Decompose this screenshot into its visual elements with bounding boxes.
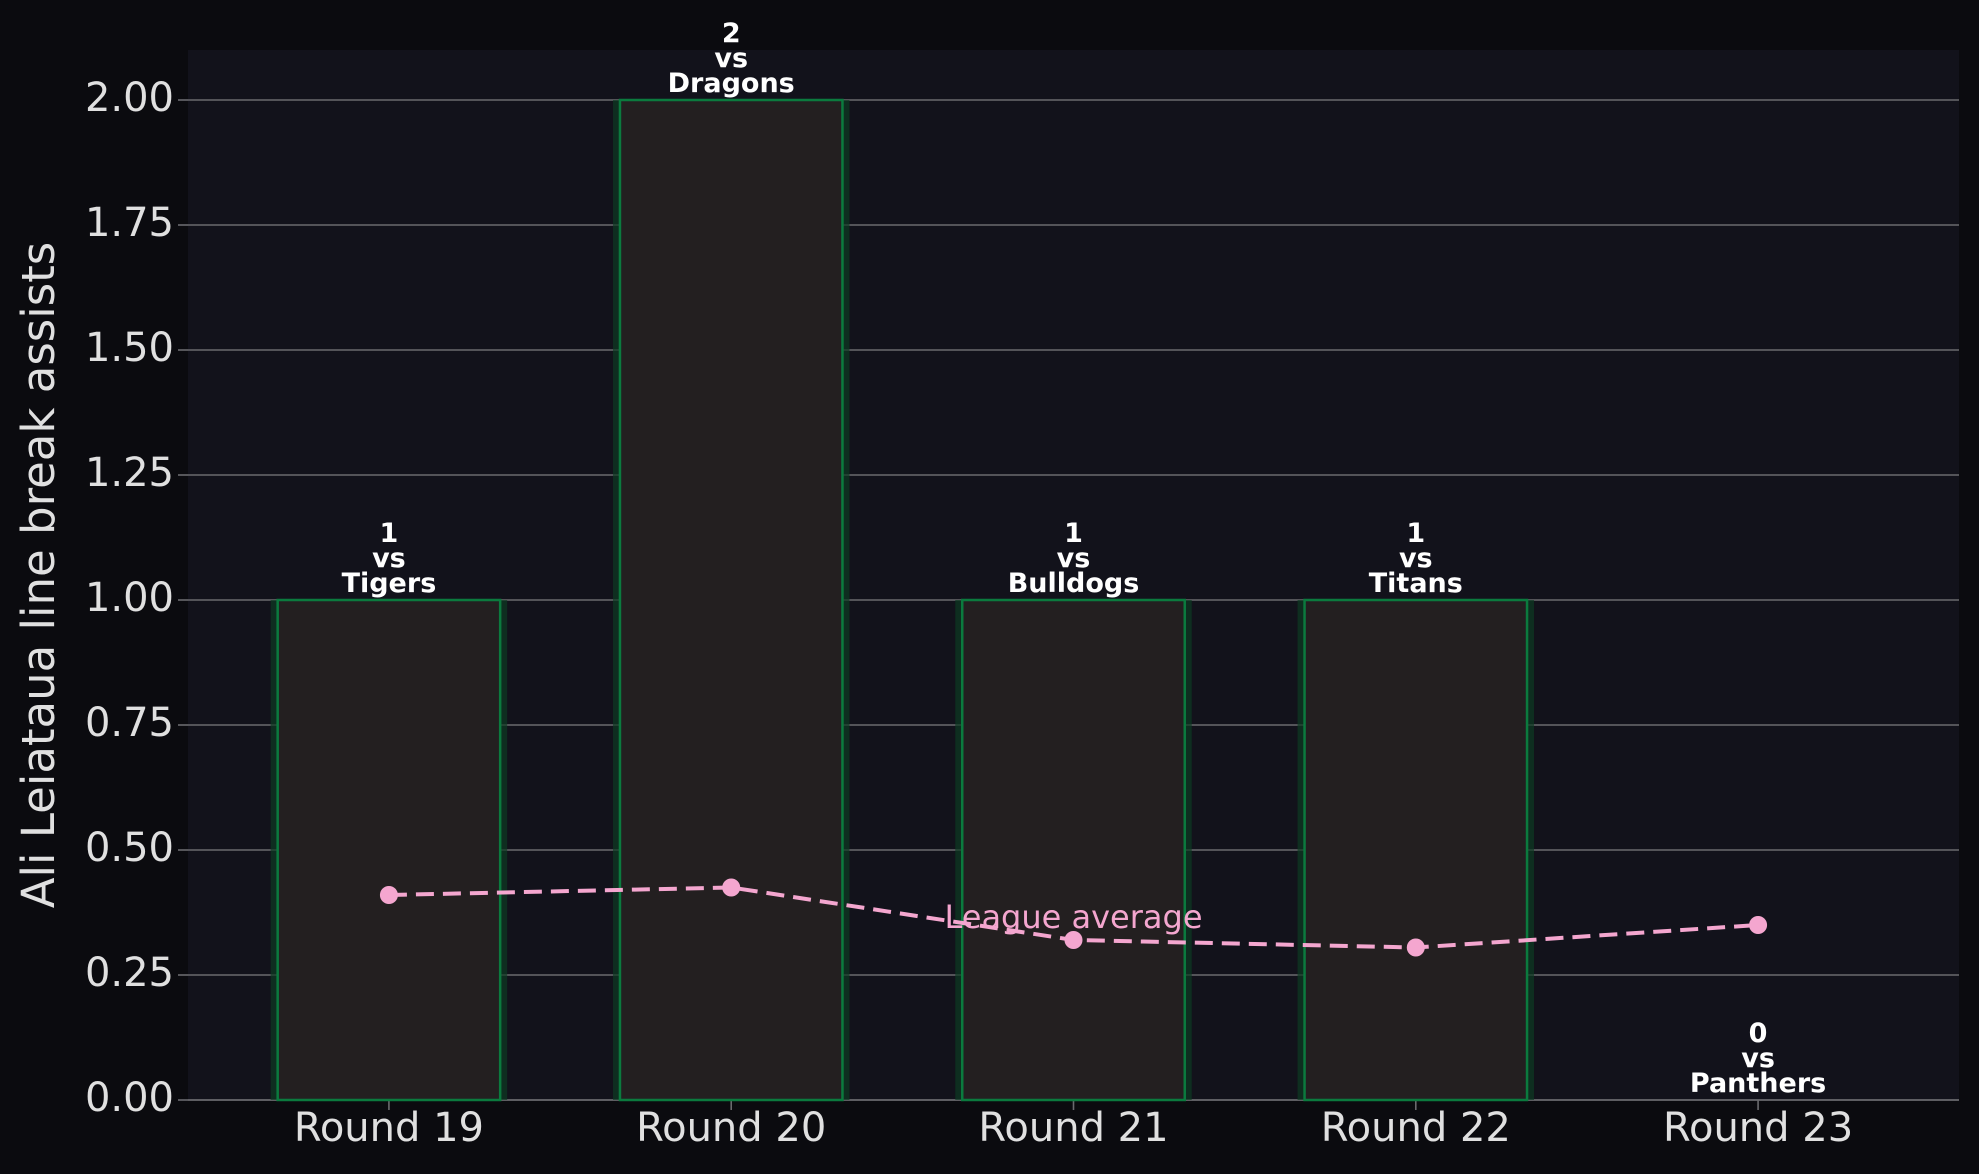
y-axis-label: Ali Leiataua line break assists [12,242,65,908]
x-tick-label: Round 23 [1663,1105,1853,1151]
line-marker [722,878,741,897]
value-label: 1 [1064,518,1083,549]
bar [961,598,1186,1102]
line-marker [379,886,398,904]
value-label: Panthers [1690,1068,1826,1099]
y-tick-label: 1.00 [85,575,174,621]
value-label: 1 [380,518,399,549]
value-label: Tigers [342,568,437,599]
value-label: vs [372,543,406,574]
x-tick-label: Round 22 [1321,1105,1511,1151]
bar [1303,598,1529,1102]
value-label: vs [1057,543,1091,574]
y-tick-label: 0.50 [85,825,174,871]
y-tick-label: 1.75 [85,200,174,246]
x-tick-label: Round 19 [294,1105,484,1151]
value-label: Bulldogs [1008,568,1140,599]
bar [276,598,502,1102]
line-marker [1064,931,1083,949]
value-label: 1 [1406,518,1425,549]
x-tick-label: Round 21 [978,1105,1168,1151]
bar [618,98,844,1102]
y-tick-label: 1.50 [85,325,174,371]
value-label: Dragons [668,68,795,99]
value-label: vs [714,43,748,74]
line-label: League average [944,898,1202,936]
y-tick-label: 0.25 [85,950,174,996]
x-tick-label: Round 20 [636,1105,826,1151]
value-label: vs [1741,1043,1775,1074]
line-marker [1749,916,1768,934]
y-tick-label: 2.00 [85,75,174,121]
y-tick-label: 1.25 [85,450,174,496]
value-label: 0 [1749,1018,1768,1049]
y-tick-label: 0.00 [85,1075,174,1121]
y-tick-label: 0.75 [85,700,174,746]
line-marker [1406,938,1425,957]
value-label: 2 [722,18,741,49]
value-label: Titans [1369,568,1463,599]
value-label: vs [1399,543,1433,574]
